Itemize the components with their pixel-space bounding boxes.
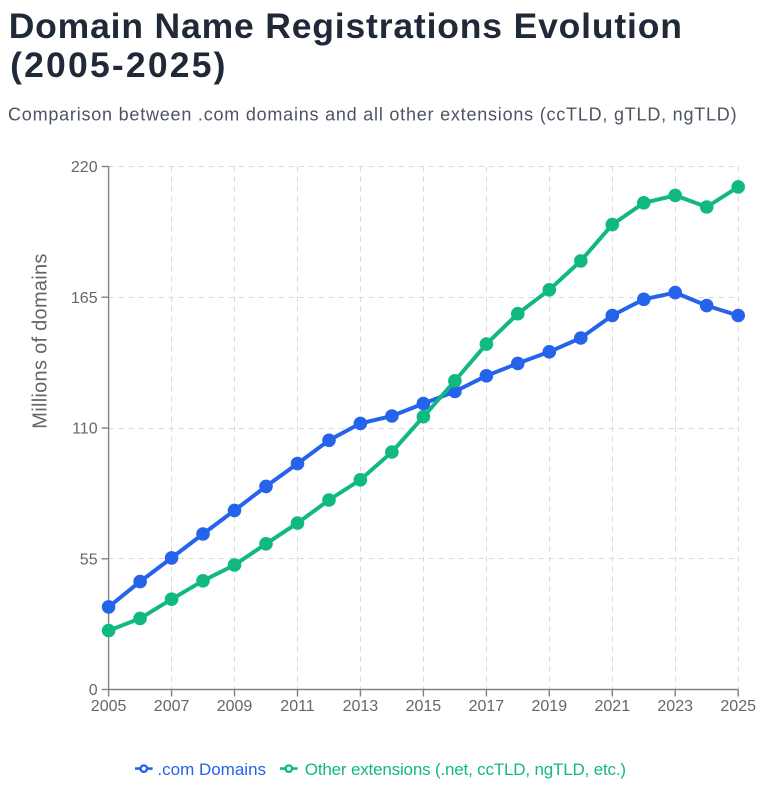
svg-text:Domain Name Registrations Evol: Domain Name Registrations Evolution xyxy=(9,6,683,46)
svg-text:Millions of domains: Millions of domains xyxy=(30,253,52,428)
svg-text:2007: 2007 xyxy=(154,698,190,715)
svg-text:0: 0 xyxy=(89,682,98,699)
svg-text:Other extensions (.net, ccTLD,: Other extensions (.net, ccTLD, ngTLD, et… xyxy=(305,760,626,779)
svg-text:2021: 2021 xyxy=(595,698,631,715)
svg-text:2017: 2017 xyxy=(469,698,505,715)
svg-text:110: 110 xyxy=(72,421,98,438)
svg-text:2025: 2025 xyxy=(720,698,756,715)
svg-text:220: 220 xyxy=(71,159,98,176)
svg-text:2019: 2019 xyxy=(532,698,568,715)
svg-text:2023: 2023 xyxy=(657,698,693,715)
svg-text:2013: 2013 xyxy=(343,698,379,715)
svg-text:2009: 2009 xyxy=(217,698,253,715)
svg-text:(2005-2025): (2005-2025) xyxy=(10,45,228,85)
svg-text:2005: 2005 xyxy=(91,698,127,715)
svg-text:165: 165 xyxy=(71,290,98,307)
svg-text:55: 55 xyxy=(80,552,98,569)
svg-text:2015: 2015 xyxy=(406,698,442,715)
svg-text:.com Domains: .com Domains xyxy=(157,760,266,779)
svg-text:2011: 2011 xyxy=(280,698,315,715)
svg-text:Comparison between .com domain: Comparison between .com domains and all … xyxy=(8,104,737,124)
